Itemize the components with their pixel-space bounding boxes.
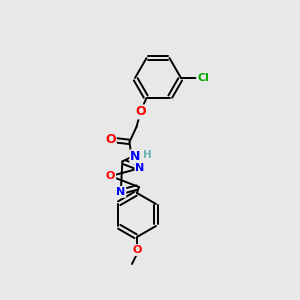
Text: N: N [130,150,141,164]
Text: Cl: Cl [197,73,209,83]
Text: N: N [116,187,125,197]
Text: O: O [106,171,115,181]
Text: O: O [132,245,142,255]
Text: O: O [105,134,116,146]
Text: N: N [135,163,145,173]
Text: H: H [143,150,152,160]
Text: O: O [135,105,146,119]
